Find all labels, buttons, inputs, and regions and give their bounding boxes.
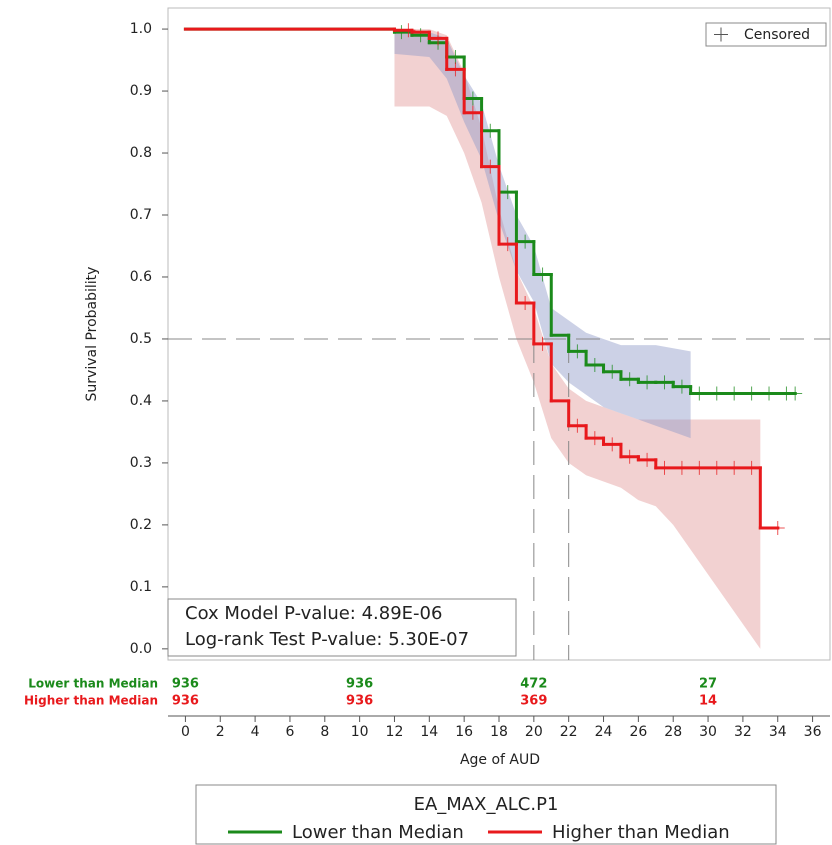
x-tick-label: 4 (251, 724, 260, 740)
censored-mark (483, 123, 498, 138)
stats-box (167, 598, 517, 657)
censored-legend (705, 22, 827, 47)
y-tick-label: 0.2 (130, 517, 152, 533)
x-tick-label: 14 (420, 724, 438, 740)
at-risk-count: 936 (346, 677, 373, 692)
censored-mark (709, 386, 724, 401)
x-tick-label: 32 (734, 724, 752, 740)
legend-title: EA_MAX_ALC.P1 (414, 794, 559, 815)
censored-mark (605, 364, 620, 379)
censored-mark (709, 460, 724, 475)
censored-mark (448, 49, 463, 64)
censored-mark (465, 91, 480, 106)
x-tick-label: 2 (216, 724, 225, 740)
plot-frame (167, 7, 831, 661)
censored-mark (518, 296, 533, 311)
censored-mark (587, 357, 602, 372)
censored-mark (401, 23, 416, 38)
censored-mark (500, 185, 515, 200)
confidence-band (394, 29, 691, 439)
x-tick-label: 20 (525, 724, 543, 740)
censored-mark (674, 379, 689, 394)
censored-symbol (714, 27, 728, 42)
censored-mark (640, 452, 655, 467)
censored-mark (483, 159, 498, 174)
censored-legend-label: Censored (744, 27, 810, 43)
at-risk-count: 14 (699, 694, 717, 709)
risk-row-label: Higher than Median (24, 694, 158, 708)
x-tick-label: 30 (699, 724, 717, 740)
y-tick-label: 0.4 (130, 393, 152, 409)
at-risk-count: 936 (346, 694, 373, 709)
x-tick-label: 6 (285, 724, 294, 740)
x-tick-label: 16 (455, 724, 473, 740)
at-risk-count: 369 (520, 694, 547, 709)
censored-mark (770, 520, 785, 535)
censored-mark (640, 375, 655, 390)
y-tick-label: 0.3 (130, 455, 152, 471)
censored-mark (570, 418, 585, 433)
at-risk-count: 27 (699, 677, 717, 692)
censored-mark (727, 460, 742, 475)
censored-mark (570, 344, 585, 359)
censored-mark (535, 267, 550, 282)
censored-mark (744, 460, 759, 475)
censored-mark (622, 449, 637, 464)
censored-mark (657, 460, 672, 475)
x-tick-label: 26 (629, 724, 647, 740)
censored-mark (674, 460, 689, 475)
at-risk-count: 472 (520, 677, 547, 692)
censored-mark (788, 386, 803, 401)
censored-mark (535, 336, 550, 351)
y-axis-label: Survival Probability (84, 267, 100, 402)
x-tick-label: 0 (181, 724, 190, 740)
y-tick-label: 0.1 (130, 579, 152, 595)
plot-layer: 0.00.10.20.30.40.50.60.70.80.91.00 2 4 6 8 10… (24, 21, 830, 740)
censored-mark (605, 437, 620, 452)
x-tick-label: 28 (664, 724, 682, 740)
y-tick-label: 0.7 (130, 207, 152, 223)
at-risk-count: 936 (172, 677, 199, 692)
censored-mark (587, 431, 602, 446)
censored-mark (727, 386, 742, 401)
risk-row-label: Lower than Median (28, 677, 158, 691)
y-tick-label: 0.0 (130, 641, 152, 657)
legend-label: Lower than Median (292, 822, 464, 843)
y-tick-label: 0.5 (130, 331, 152, 347)
bands (394, 29, 761, 649)
at-risk-count: 936 (172, 694, 199, 709)
censored-mark (692, 386, 707, 401)
x-axis-label: Age of AUD (460, 752, 540, 768)
y-tick-label: 0.9 (130, 83, 152, 99)
censored-mark (500, 237, 515, 252)
x-tick-label: 24 (595, 724, 613, 740)
x-tick-label: 8 (320, 724, 329, 740)
censored-mark (518, 234, 533, 249)
x-tick-label: 22 (560, 724, 578, 740)
censored-mark (413, 28, 428, 43)
annotation: Cox Model P-value: 4.89E-06 (185, 603, 442, 624)
censored-mark (692, 460, 707, 475)
censored-mark (431, 31, 446, 46)
x-tick-label: 34 (769, 724, 787, 740)
x-tick-label: 36 (804, 724, 822, 740)
annotation: Log-rank Test P-value: 5.30E-07 (185, 629, 469, 650)
censored-mark (622, 372, 637, 387)
censored-mark (762, 386, 777, 401)
x-tick-label: 12 (386, 724, 404, 740)
y-tick-label: 0.8 (130, 145, 152, 161)
censored-mark (657, 375, 672, 390)
censored-mark (465, 105, 480, 120)
x-tick-label: 10 (351, 724, 369, 740)
legend-label: Higher than Median (552, 822, 730, 843)
y-tick-label: 0.6 (130, 269, 152, 285)
legend (195, 784, 777, 845)
confidence-band (394, 29, 761, 649)
censored-mark (744, 386, 759, 401)
censored-mark (394, 25, 409, 40)
y-tick-label: 1.0 (130, 21, 152, 37)
x-tick-label: 18 (490, 724, 508, 740)
censored-mark (448, 62, 463, 77)
